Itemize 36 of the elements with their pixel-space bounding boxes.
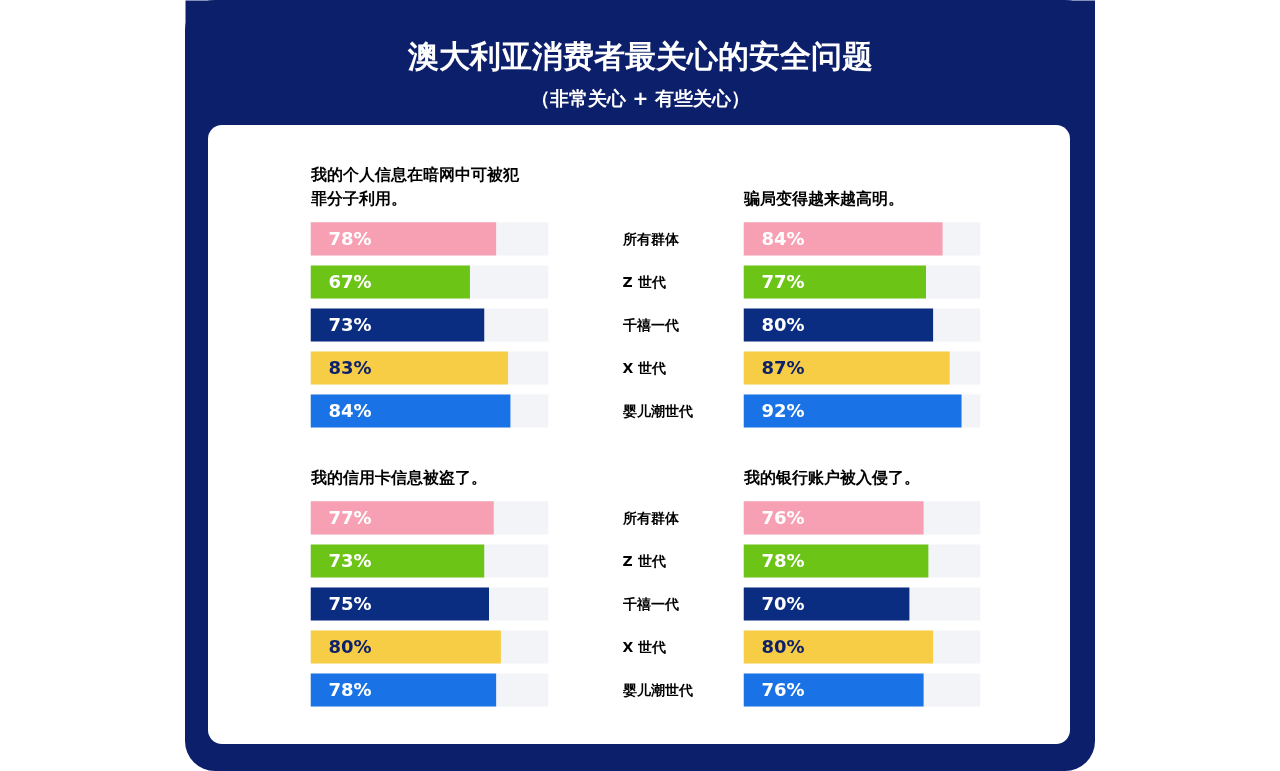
data-label: 75% xyxy=(328,593,372,615)
y-tick-label: X 世代 xyxy=(622,359,667,376)
data-label: 77% xyxy=(328,507,372,529)
data-label: 80% xyxy=(328,636,372,658)
data-label: 73% xyxy=(328,314,372,336)
y-tick-label: 千禧一代 xyxy=(621,595,679,612)
chart-title: 我的信用卡信息被盗了。 xyxy=(309,467,487,487)
y-tick-label: 所有群体 xyxy=(621,230,680,247)
chart-title: 骗局变得越来越高明。 xyxy=(742,188,904,208)
data-label: 67% xyxy=(328,271,372,293)
y-tick-label: 所有群体 xyxy=(621,509,680,526)
y-tick-label: 千禧一代 xyxy=(621,316,679,333)
data-label: 87% xyxy=(761,357,805,379)
data-label: 70% xyxy=(761,593,805,615)
text: （非常关心 + 有些关心） xyxy=(530,86,751,109)
y-tick-label: Z 世代 xyxy=(622,552,666,569)
data-label: 78% xyxy=(328,228,372,250)
data-label: 76% xyxy=(761,679,805,701)
y-tick-label: 婴儿潮世代 xyxy=(621,402,693,419)
data-label: 73% xyxy=(328,550,372,572)
data-label: 78% xyxy=(328,679,372,701)
data-label: 76% xyxy=(761,507,805,529)
text: 澳大利亚消费者最关心的安全问题 xyxy=(407,37,873,74)
data-label: 78% xyxy=(761,550,805,572)
data-label: 84% xyxy=(328,400,372,422)
data-label: 77% xyxy=(761,271,805,293)
y-tick-label: 婴儿潮世代 xyxy=(621,681,693,698)
data-label: 84% xyxy=(761,228,805,250)
y-tick-label: Z 世代 xyxy=(622,273,666,290)
chart-title: 我的个人信息在暗网中可被犯罪分子利用。 xyxy=(309,165,520,208)
data-label: 80% xyxy=(761,636,805,658)
data-label: 80% xyxy=(761,314,805,336)
data-label: 83% xyxy=(328,357,372,379)
y-tick-label: X 世代 xyxy=(622,638,667,655)
chart-title: 我的银行账户被入侵了。 xyxy=(742,467,920,487)
data-label: 92% xyxy=(761,400,805,422)
